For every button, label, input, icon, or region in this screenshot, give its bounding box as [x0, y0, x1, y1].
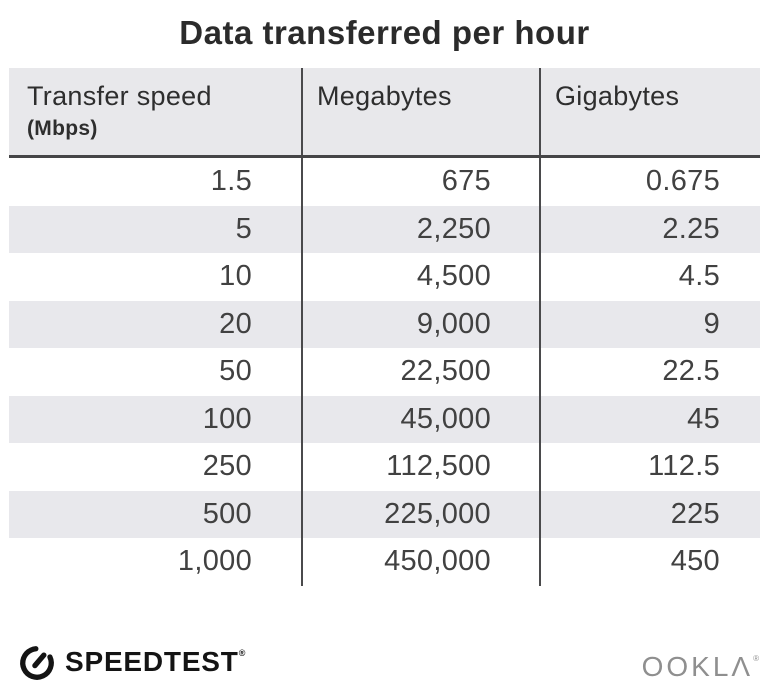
cell-gigabytes: 112.5 — [539, 443, 760, 491]
cell-gigabytes: 45 — [539, 395, 760, 443]
page-title: Data transferred per hour — [179, 14, 590, 51]
cell-speed: 250 — [202, 450, 252, 483]
table-header-row: Transfer speed (Mbps) Megabytes Gigabyte… — [9, 68, 760, 158]
cell-megabytes: 112,500 — [301, 443, 539, 491]
cell-gigabytes: 9 — [539, 300, 760, 348]
cell-speed: 10 — [219, 260, 252, 293]
cell-gigabytes: 4.5 — [539, 253, 760, 301]
registered-mark: ® — [238, 648, 247, 658]
table-row: 250 112,500 112.5 — [9, 443, 760, 491]
header-gigabytes: Gigabytes — [539, 68, 760, 155]
table-row: 1,000 450,000 450 — [9, 538, 760, 586]
header-transfer-speed: Transfer speed (Mbps) — [9, 68, 301, 155]
cell-speed: 1,000 — [177, 545, 252, 578]
registered-mark: ® — [753, 654, 759, 663]
cell-speed: 100 — [202, 402, 252, 435]
table-row: 100 45,000 45 — [9, 395, 760, 443]
table-row: 1.5 675 0.675 — [9, 158, 760, 206]
cell-megabytes: 675 — [301, 158, 539, 206]
cell-gigabytes: 0.675 — [539, 158, 760, 206]
header-mbps-unit: (Mbps) — [27, 117, 98, 140]
table-row: 20 9,000 9 — [9, 300, 760, 348]
cell-gigabytes: 450 — [539, 538, 760, 586]
cell-gigabytes: 225 — [539, 490, 760, 538]
speedtest-label: SPEEDTEST — [65, 646, 239, 677]
data-table: Transfer speed (Mbps) Megabytes Gigabyte… — [9, 68, 760, 586]
header-gigabytes-label: Gigabytes — [555, 81, 680, 111]
table-row: 50 22,500 22.5 — [9, 348, 760, 396]
cell-megabytes: 9,000 — [301, 300, 539, 348]
cell-megabytes: 22,500 — [301, 348, 539, 396]
table-row: 10 4,500 4.5 — [9, 253, 760, 301]
cell-megabytes: 45,000 — [301, 395, 539, 443]
speedtest-logo: SPEEDTEST® — [18, 644, 246, 682]
header-megabytes-label: Megabytes — [317, 81, 452, 111]
cell-speed: 500 — [202, 497, 252, 530]
table-row: 5 2,250 2.25 — [9, 205, 760, 253]
table-body: 1.5 675 0.675 5 2,250 2.25 10 4,500 4.5 … — [9, 158, 760, 586]
cell-megabytes: 2,250 — [301, 205, 539, 253]
cell-megabytes: 450,000 — [301, 538, 539, 586]
header-transfer-speed-label: Transfer speed — [27, 81, 212, 111]
cell-speed: 20 — [219, 307, 252, 340]
cell-speed: 1.5 — [210, 165, 252, 198]
speedtest-wordmark: SPEEDTEST® — [65, 646, 246, 678]
cell-gigabytes: 2.25 — [539, 205, 760, 253]
cell-speed: 50 — [219, 355, 252, 388]
ookla-wordmark: OOKLΛ — [641, 651, 754, 682]
cell-megabytes: 225,000 — [301, 490, 539, 538]
cell-gigabytes: 22.5 — [539, 348, 760, 396]
speedtest-gauge-icon — [20, 646, 54, 680]
header-megabytes: Megabytes — [301, 68, 539, 155]
ookla-logo: OOKLΛ® — [642, 651, 759, 683]
cell-megabytes: 4,500 — [301, 253, 539, 301]
cell-speed: 5 — [235, 212, 252, 245]
table-row: 500 225,000 225 — [9, 490, 760, 538]
